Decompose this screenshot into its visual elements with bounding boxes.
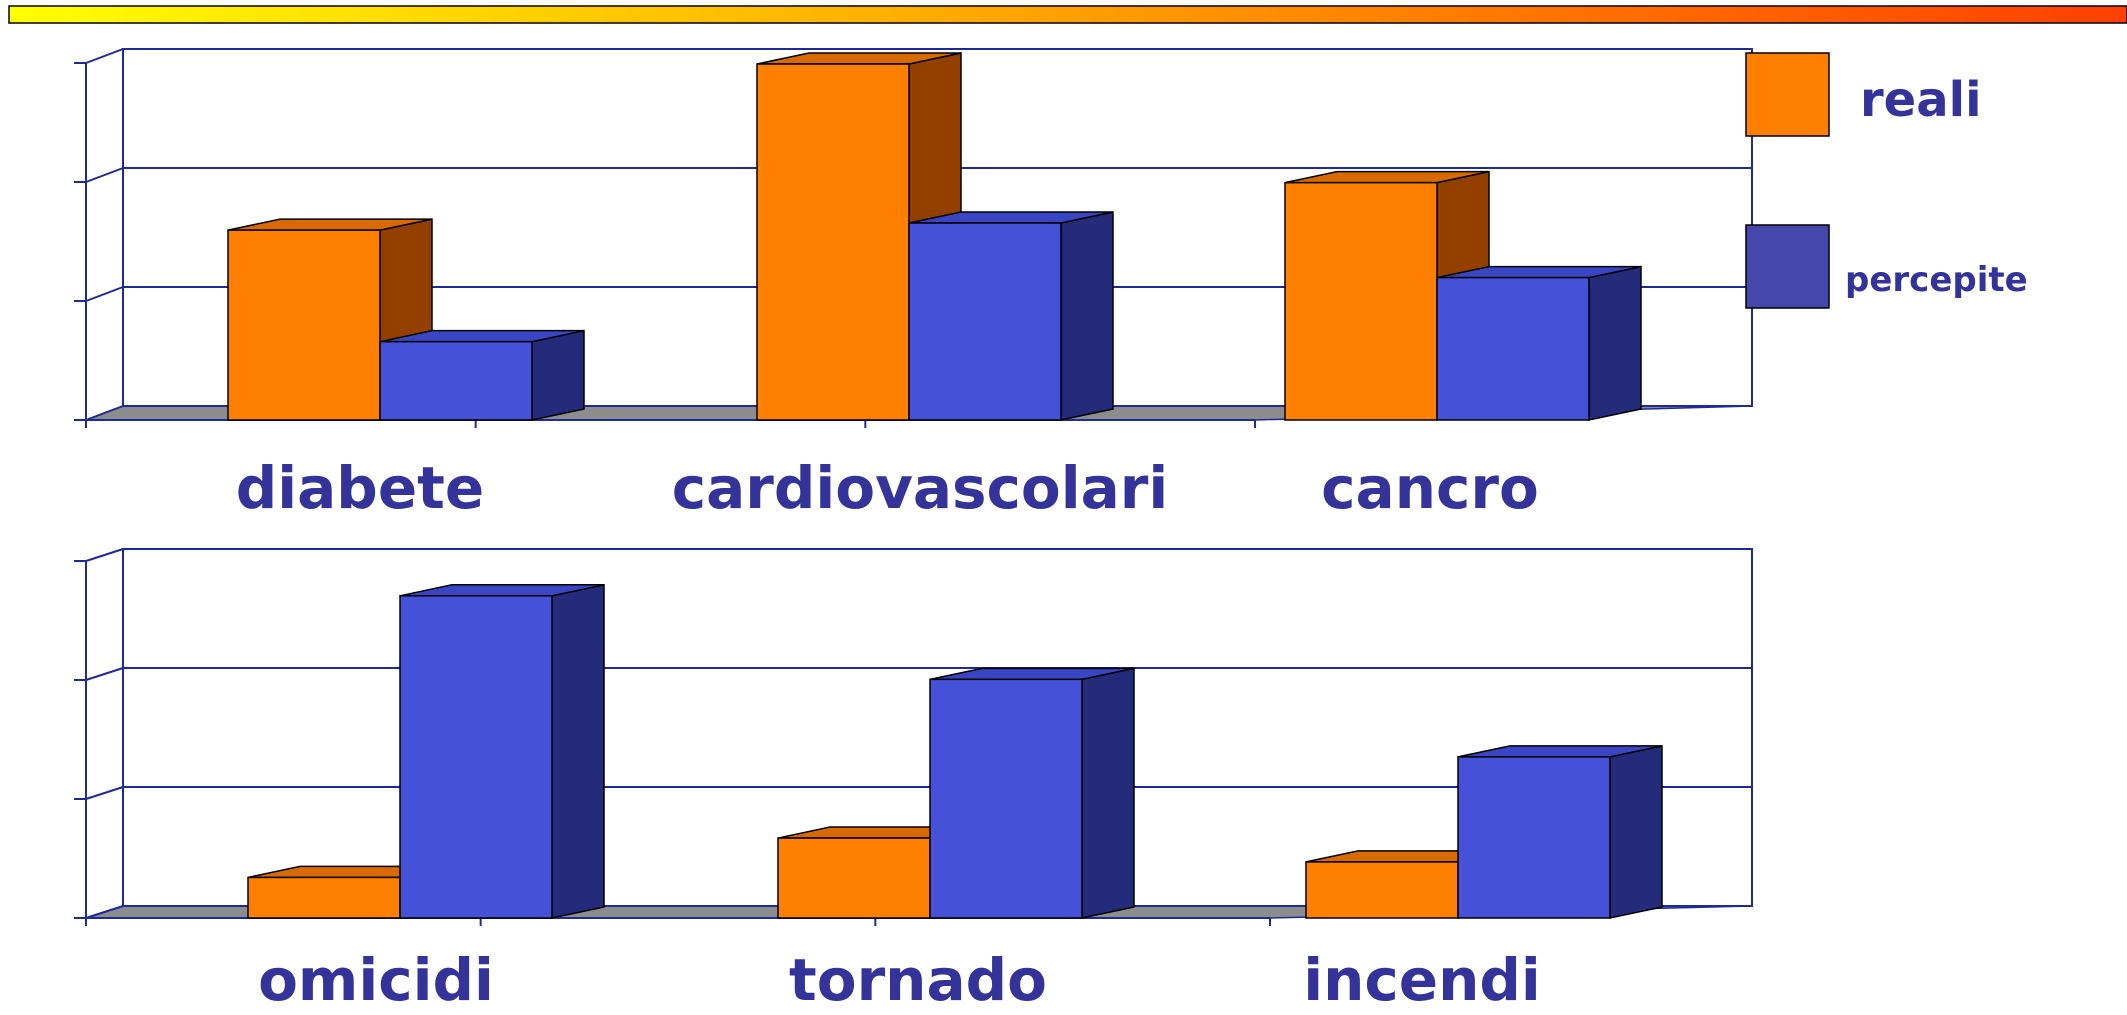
bar-percepite-diabete (379, 329, 585, 421)
bar-front (756, 63, 910, 421)
side-wall-grid (85, 48, 124, 64)
bar-side (1081, 667, 1135, 919)
bar-percepite-cancro (1436, 265, 1642, 421)
side-wall-grid (85, 286, 124, 302)
side-wall-grid (85, 786, 124, 800)
legend-swatch-reali (1745, 52, 1830, 137)
bar-percepite-incendi (1457, 744, 1663, 919)
bar-front (1436, 276, 1590, 421)
legend-label-percepite: percepite (1845, 260, 2028, 300)
bar-percepite-tornado (929, 667, 1135, 919)
title-banner-bar (8, 5, 2127, 24)
category-label-diabete: diabete (236, 454, 484, 522)
side-wall-grid (85, 548, 124, 562)
bar-side (551, 583, 605, 919)
bar-side (531, 329, 585, 421)
side-wall-grid (85, 667, 124, 681)
legend: reali percepite (1745, 52, 2028, 309)
bar-percepite-cardiovascolari (908, 211, 1114, 421)
category-label-incendi: incendi (1303, 946, 1541, 1014)
bar-reali-diabete (227, 218, 433, 421)
category-label-cardiovascolari: cardiovascolari (672, 454, 1169, 522)
bar-front (399, 595, 553, 919)
bar-front (908, 222, 1062, 421)
side-wall-grid (85, 905, 124, 919)
chart-accidents: omicidi tornado incendi (74, 548, 1753, 1014)
bar-front (929, 678, 1083, 919)
bar-front (1457, 756, 1611, 919)
category-label-tornado: tornado (789, 946, 1047, 1014)
bar-percepite-omicidi (399, 583, 605, 919)
bar-side (1588, 265, 1642, 421)
bar-front (777, 837, 931, 919)
side-wall-grid (85, 405, 124, 421)
side-wall-grid (85, 167, 124, 183)
category-label-cancro: cancro (1321, 454, 1539, 522)
legend-swatch-percepite (1745, 224, 1830, 309)
bar-side (1060, 211, 1114, 421)
bar-side (1609, 744, 1663, 919)
legend-label-reali: reali (1860, 72, 1982, 128)
bar-front (379, 340, 533, 421)
category-label-omicidi: omicidi (258, 946, 494, 1014)
bar-front (1305, 861, 1459, 919)
bar-front (227, 229, 381, 421)
bar-front (247, 876, 401, 919)
chart-diseases: diabete cardiovascolari cancro (74, 48, 1753, 522)
bar-front (1284, 181, 1438, 421)
